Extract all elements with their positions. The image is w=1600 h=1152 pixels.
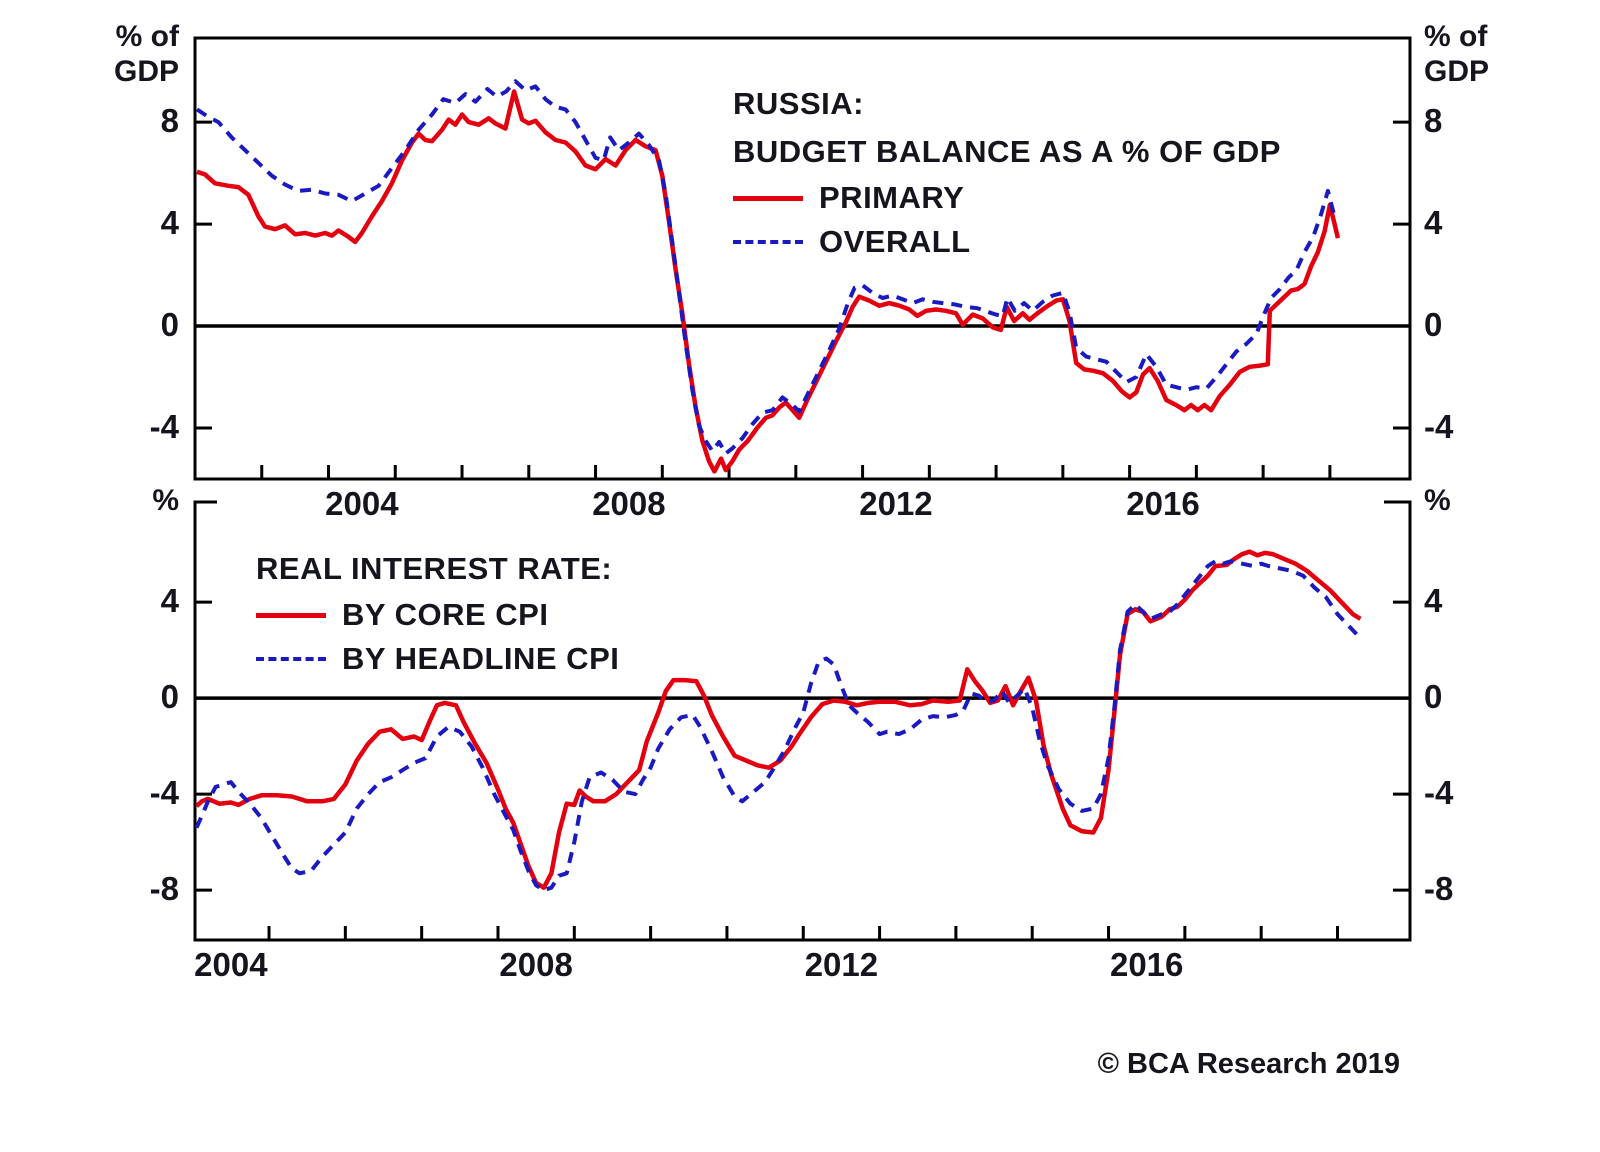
legend-entry-core-cpi: BY CORE CPI <box>256 593 619 637</box>
bottom-chart-title: REAL INTEREST RATE: <box>256 551 613 586</box>
legend-label-primary: PRIMARY <box>819 180 965 215</box>
headline-cpi-line-sample <box>256 657 326 661</box>
legend-entry-headline-cpi: BY HEADLINE CPI <box>256 637 619 681</box>
legend-label-overall: OVERALL <box>819 224 971 259</box>
legend-label-headline-cpi: BY HEADLINE CPI <box>342 641 620 676</box>
overall-line-sample <box>733 240 803 244</box>
top-chart-title-line-2: BUDGET BALANCE AS A % OF GDP <box>733 134 1281 169</box>
budget-balance-frame <box>193 36 1412 481</box>
top-chart-legend: RUSSIA: BUDGET BALANCE AS A % OF GDP PRI… <box>733 80 1281 264</box>
legend-entry-primary: PRIMARY <box>733 176 1281 220</box>
core-cpi-line-sample <box>256 612 326 618</box>
top-chart-title-line-1: RUSSIA: <box>733 86 864 121</box>
copyright-text: © BCA Research 2019 <box>1097 1048 1400 1080</box>
primary-line-sample <box>733 195 803 201</box>
bottom-chart-legend: REAL INTEREST RATE: BY CORE CPI BY HEADL… <box>256 545 619 681</box>
budget-balance-series-overall <box>195 79 1338 456</box>
legend-entry-overall: OVERALL <box>733 220 1281 264</box>
legend-label-core-cpi: BY CORE CPI <box>342 597 549 632</box>
